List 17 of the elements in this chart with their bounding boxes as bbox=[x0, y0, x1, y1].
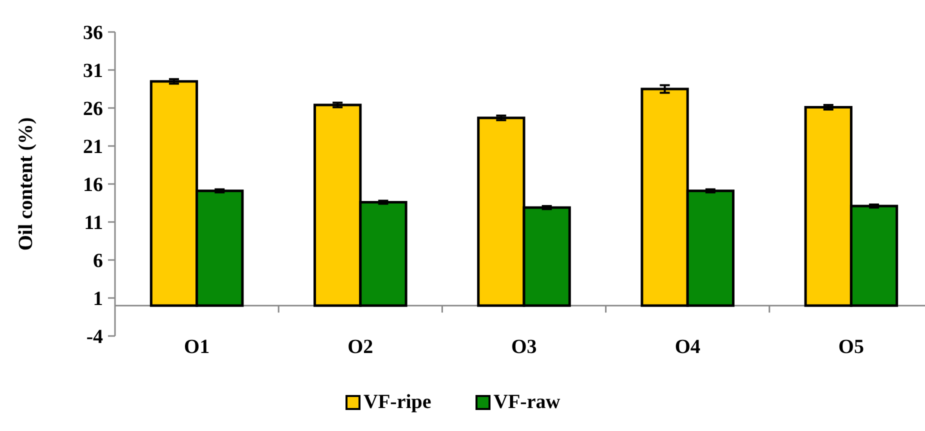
y-tick-label: 26 bbox=[83, 98, 103, 120]
y-tick-label: 1 bbox=[93, 288, 103, 310]
x-tick-label: O4 bbox=[674, 336, 700, 358]
y-tick-label: 21 bbox=[83, 136, 103, 158]
y-tick-label: 16 bbox=[83, 174, 103, 196]
y-tick-label: 36 bbox=[83, 22, 103, 44]
y-tick-label: 11 bbox=[84, 212, 103, 234]
y-tick-label: -4 bbox=[86, 326, 103, 348]
x-tick-label: O1 bbox=[184, 336, 210, 358]
x-tick-label: O2 bbox=[348, 336, 374, 358]
y-tick-label: 31 bbox=[83, 60, 103, 82]
x-tick-label: O3 bbox=[511, 336, 537, 358]
y-tick-label: 6 bbox=[93, 250, 103, 272]
y-axis-title: Oil content (%) bbox=[15, 117, 37, 251]
x-tick-label: O5 bbox=[838, 336, 864, 358]
legend-label: VF-ripe bbox=[364, 391, 432, 413]
legend-label: VF-raw bbox=[494, 391, 561, 413]
